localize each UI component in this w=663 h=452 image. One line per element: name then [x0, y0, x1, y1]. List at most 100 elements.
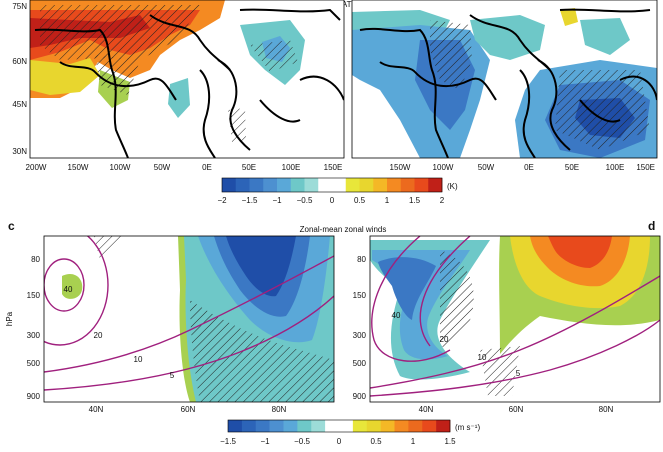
colorbar-tick: 0: [330, 196, 335, 205]
colorbar-cell: [400, 178, 415, 192]
colorbar-cell: [228, 420, 243, 432]
colorbar-cell: [249, 178, 264, 192]
x-tick: 50E: [565, 163, 579, 172]
colorbar-cell: [311, 420, 326, 432]
x-tick: 100E: [606, 163, 625, 172]
panel-a-map: [30, 0, 344, 158]
contour-label: 10: [134, 355, 143, 364]
colorbar-unit: (m s⁻¹): [455, 423, 480, 432]
colorbar-cell: [283, 420, 298, 432]
y-tick: 30N: [12, 147, 27, 156]
colorbar-cell: [318, 178, 333, 192]
colorbar-cell: [255, 420, 270, 432]
colorbar-tick: 0.5: [370, 437, 382, 446]
colorbar-cell: [241, 420, 257, 432]
panel-d-contour-labels: 40 20 10 5: [392, 311, 521, 378]
x-tick: 60N: [181, 405, 196, 414]
y-tick: 900: [27, 392, 41, 401]
x-tick: 50W: [478, 163, 495, 172]
colorbar-cell: [414, 178, 429, 192]
x-tick: 150E: [324, 163, 343, 172]
colorbar-tick: 2: [440, 196, 445, 205]
x-tick: 100W: [433, 163, 454, 172]
panel-c-contour-labels: 40 20 10 5: [64, 285, 175, 380]
panel-b-x-ticks: 150W 100W 50W 0E 50E 100E 150E: [390, 163, 655, 172]
y-tick: 900: [353, 392, 367, 401]
colorbar-frame: [227, 419, 451, 433]
contour-label: 40: [64, 285, 73, 294]
x-tick: 150E: [636, 163, 655, 172]
colorbar-cell: [352, 420, 368, 432]
colorbar-tick: 0.5: [354, 196, 366, 205]
colorbar-tick: 1: [411, 437, 416, 446]
colorbar-cell: [325, 420, 340, 432]
y-tick: 60N: [12, 57, 27, 66]
panel-letter-c: c: [8, 219, 15, 233]
x-tick: 0E: [202, 163, 212, 172]
colorbar-cell: [222, 178, 237, 192]
colorbar-tick: −0.5: [294, 437, 310, 446]
x-tick: 80N: [599, 405, 614, 414]
x-tick: 40N: [419, 405, 434, 414]
colorbar-cell: [380, 420, 395, 432]
colorbar-tick: 1: [385, 196, 390, 205]
colorbar-frame: [221, 177, 443, 193]
y-tick: 75N: [12, 2, 27, 11]
contour-label: 20: [440, 335, 449, 344]
x-tick: 60N: [509, 405, 524, 414]
x-tick: 150W: [390, 163, 411, 172]
top-colorbar: −2 −1.5 −1 −0.5 0 0.5 1 1.5 2 (K): [217, 177, 458, 205]
x-tick: 40N: [89, 405, 104, 414]
colorbar-cell: [359, 178, 374, 192]
colorbar-cell: [408, 420, 423, 432]
panel-d-frame: [369, 235, 661, 403]
colorbar-unit: (K): [447, 182, 458, 191]
panel-d-x-ticks: 40N 60N 80N: [419, 405, 614, 414]
x-tick: 150W: [68, 163, 89, 172]
panel-a-x-ticks: 200W 150W 100W 50W 0E 50E 100E 150E: [26, 163, 343, 172]
contour-label: 40: [392, 311, 401, 320]
y-tick: 45N: [12, 100, 27, 109]
y-tick: 80: [357, 255, 366, 264]
x-tick: 200W: [26, 163, 47, 172]
contour-label: 5: [170, 371, 175, 380]
x-tick: 100E: [282, 163, 301, 172]
colorbar-tick: −1.5: [242, 196, 258, 205]
y-tick: 80: [31, 255, 40, 264]
bottom-colorbar: −1.5 −1 −0.5 0 0.5 1 1.5 (m s⁻¹): [220, 419, 480, 446]
contour-label: 20: [94, 331, 103, 340]
colorbar-cell: [277, 178, 292, 192]
y-tick: 150: [27, 291, 41, 300]
colorbar-cell: [332, 178, 347, 192]
colorbar-cell: [290, 178, 305, 192]
colorbar-tick: 1.5: [409, 196, 421, 205]
y-tick: 300: [353, 331, 367, 340]
colorbar-cell: [436, 420, 451, 432]
colorbar-tick: −0.5: [297, 196, 313, 205]
x-tick: 80N: [272, 405, 287, 414]
panel-a-frame: [29, 0, 345, 159]
panel-letter-d: d: [648, 219, 655, 233]
contour-label: 10: [478, 353, 487, 362]
x-tick: 100W: [110, 163, 131, 172]
colorbar-cell: [304, 178, 319, 192]
colorbar-cell: [366, 420, 381, 432]
colorbar-tick: −2: [217, 196, 227, 205]
y-tick: 500: [353, 359, 367, 368]
colorbar-cell: [428, 178, 443, 192]
y-tick: 300: [27, 331, 41, 340]
y-tick: 150: [353, 291, 367, 300]
colorbar-cell: [387, 178, 402, 192]
colorbar-cell: [339, 420, 354, 432]
panel-c-x-ticks: 40N 60N 80N: [89, 405, 287, 414]
x-tick: 50W: [154, 163, 171, 172]
y-axis-label: hPa: [5, 311, 14, 326]
colorbar-cell: [235, 178, 250, 192]
panel-a-y-ticks: 75N 60N 45N 30N: [12, 2, 27, 156]
bottom-title: Zonal-mean zonal winds: [300, 225, 387, 234]
panel-c-y-ticks: 80 150 300 500 900: [27, 255, 41, 401]
x-tick: 0E: [524, 163, 534, 172]
contour-label: 5: [516, 369, 521, 378]
colorbar-tick: −1.5: [220, 437, 236, 446]
